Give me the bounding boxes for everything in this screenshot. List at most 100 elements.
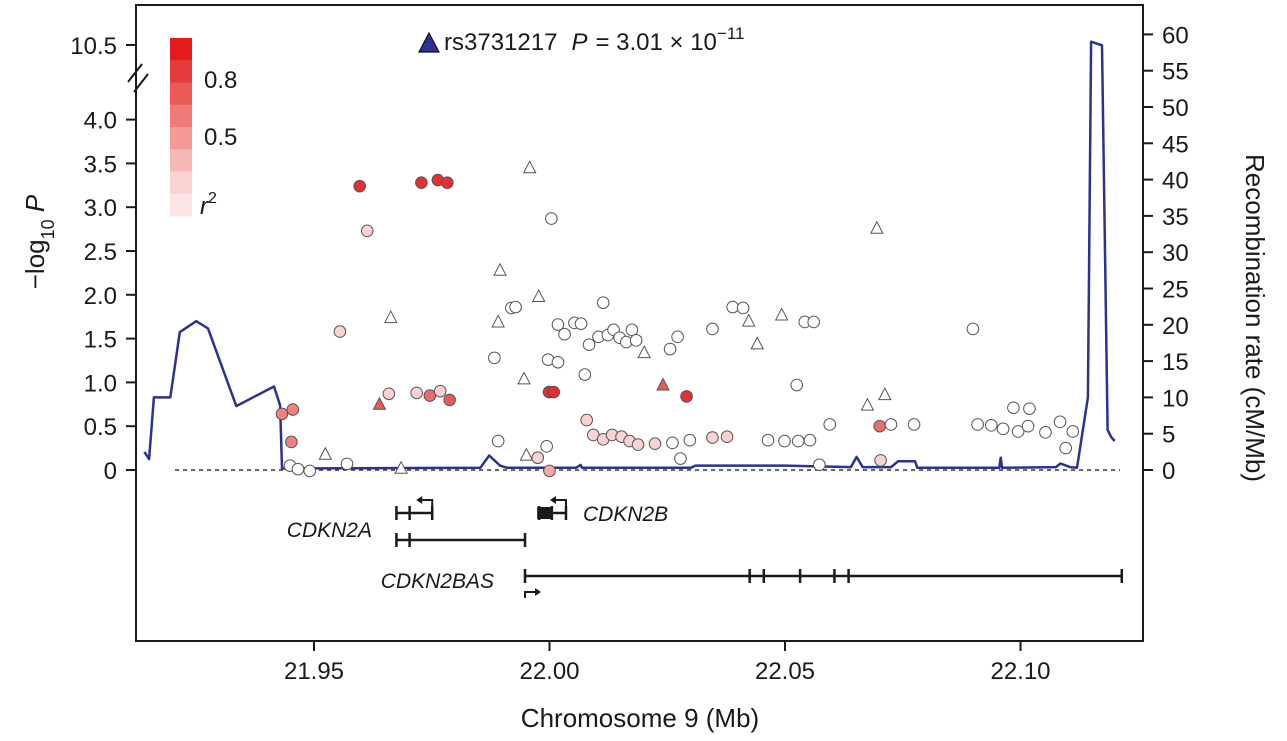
left-y-tick-label: 0.5: [84, 414, 117, 441]
snp-point: [629, 334, 643, 347]
snp-point: [382, 387, 396, 401]
lead-snp-triangle-marker: [418, 31, 440, 53]
snp-point: [1053, 415, 1067, 429]
snp-point-triangle: [383, 309, 398, 324]
gene-exon-block: [537, 507, 552, 519]
snp-point: [720, 430, 734, 444]
right-y-tick-label: 25: [1162, 277, 1189, 304]
x-tick-label: 22.05: [755, 658, 815, 685]
snp-point: [433, 384, 447, 398]
snp-point: [423, 389, 437, 402]
snp-point: [971, 418, 984, 431]
snp-point-triangle: [522, 160, 537, 174]
right-y-axis-ticks: 0 5 10 15 20 25 30 35 40 45 50 55 60: [1143, 22, 1189, 485]
snp-point-triangle: [372, 396, 387, 410]
lead-snp-label: rs3731217 P = 3.01 × 10−11: [444, 24, 744, 56]
snp-point: [1059, 441, 1073, 455]
left-y-axis-title-suffix: P: [20, 194, 50, 219]
legend-swatch: [170, 171, 192, 195]
legend-swatch: [170, 60, 192, 83]
snp-point: [509, 300, 522, 314]
gene-track: CDKN2A CDKN2B CDKN2BAS: [287, 496, 1124, 598]
legend-swatch: [170, 104, 192, 128]
snp-point: [683, 433, 697, 447]
cdkn2bas-strand-arrow-head: [535, 588, 542, 596]
left-y-tick-label: 3.0: [84, 195, 117, 222]
left-y-tick-label: 1.5: [84, 327, 117, 354]
cdkn2a-strand-arrow: [422, 499, 434, 506]
x-tick-label: 22.00: [519, 658, 579, 685]
snp-point-triangle: [519, 447, 534, 461]
lead-snp-p-equals: = 3.01 × 10: [595, 29, 716, 56]
right-y-tick-label: 0: [1162, 458, 1175, 485]
gene-label-cdkn2a: CDKN2A: [287, 519, 372, 542]
snp-point-triangle: [637, 345, 651, 359]
snp-point: [874, 454, 887, 467]
gene-label-cdkn2b: CDKN2B: [583, 503, 668, 526]
r2-legend: 0.8 0.5 r2: [170, 38, 237, 220]
snp-point: [778, 434, 791, 448]
legend-swatch: [170, 82, 192, 106]
snp-point: [791, 434, 805, 448]
right-y-tick-label: 40: [1162, 168, 1189, 195]
snp-point: [540, 440, 553, 453]
snp-point: [1023, 402, 1036, 415]
legend-title-base: r: [200, 193, 209, 220]
snp-point: [275, 407, 289, 421]
snp-point: [543, 464, 556, 478]
snp-point: [663, 342, 677, 356]
snp-point-triangle: [394, 460, 408, 474]
right-y-tick-label: 30: [1162, 240, 1189, 267]
left-y-tick-label: 0: [104, 458, 117, 485]
legend-label-0.5: 0.5: [204, 124, 237, 151]
snp-point: [625, 323, 639, 337]
cdkn2b-strand-arrow-head: [549, 496, 556, 504]
right-y-tick-label: 60: [1162, 22, 1189, 49]
snp-point: [285, 435, 298, 449]
snp-point: [1066, 425, 1080, 438]
snp-point: [984, 419, 998, 432]
snp-point-triangle: [750, 336, 765, 350]
snp-point-triangle: [491, 314, 505, 328]
left-y-tick-label: 1.0: [84, 370, 117, 397]
gene-label-cdkn2bas: CDKN2BAS: [381, 570, 494, 593]
snp-point: [884, 418, 898, 431]
right-y-axis-title: Recombination rate (cM/Mb): [1240, 154, 1270, 482]
lead-snp-p-prefix: P: [571, 29, 587, 56]
left-y-axis-ticks: 0 0.5 1.0 1.5 2.0 2.5 3.0 3.5 4.0 10.5: [70, 33, 136, 485]
legend-swatch: [170, 127, 192, 150]
snp-point: [360, 224, 374, 238]
snp-point: [666, 436, 679, 450]
snp-point: [996, 422, 1010, 436]
right-y-tick-label: 50: [1162, 95, 1189, 122]
snp-point: [1039, 426, 1052, 439]
snp-point-triangle: [517, 371, 531, 385]
snp-point: [340, 457, 354, 471]
snp-point: [303, 464, 317, 478]
snp-point: [531, 451, 545, 465]
snp-point: [353, 179, 366, 193]
snp-point: [558, 327, 571, 341]
snp-point: [674, 452, 687, 465]
legend-title-r2: r2: [200, 190, 217, 220]
snp-point-triangle: [656, 377, 670, 391]
snp-point: [596, 296, 610, 309]
plot-frame: [135, 4, 1144, 642]
snp-point: [807, 315, 821, 329]
x-axis-title: Chromosome 9 (Mb): [521, 703, 759, 733]
snp-point: [547, 385, 561, 399]
recombination-rate-line: [143, 40, 1116, 470]
snp-point: [291, 462, 305, 476]
x-tick-label: 21.95: [284, 658, 344, 685]
right-y-tick-label: 55: [1162, 59, 1189, 86]
snp-point: [578, 368, 592, 381]
cdkn2b-strand-arrow: [555, 499, 567, 506]
legend-label-0.8: 0.8: [204, 67, 237, 94]
snp-point: [410, 386, 423, 400]
snp-point: [440, 176, 454, 189]
snp-point: [286, 403, 300, 416]
snp-point: [648, 437, 662, 451]
snp-point: [736, 301, 750, 315]
right-y-tick-label: 5: [1162, 422, 1175, 449]
